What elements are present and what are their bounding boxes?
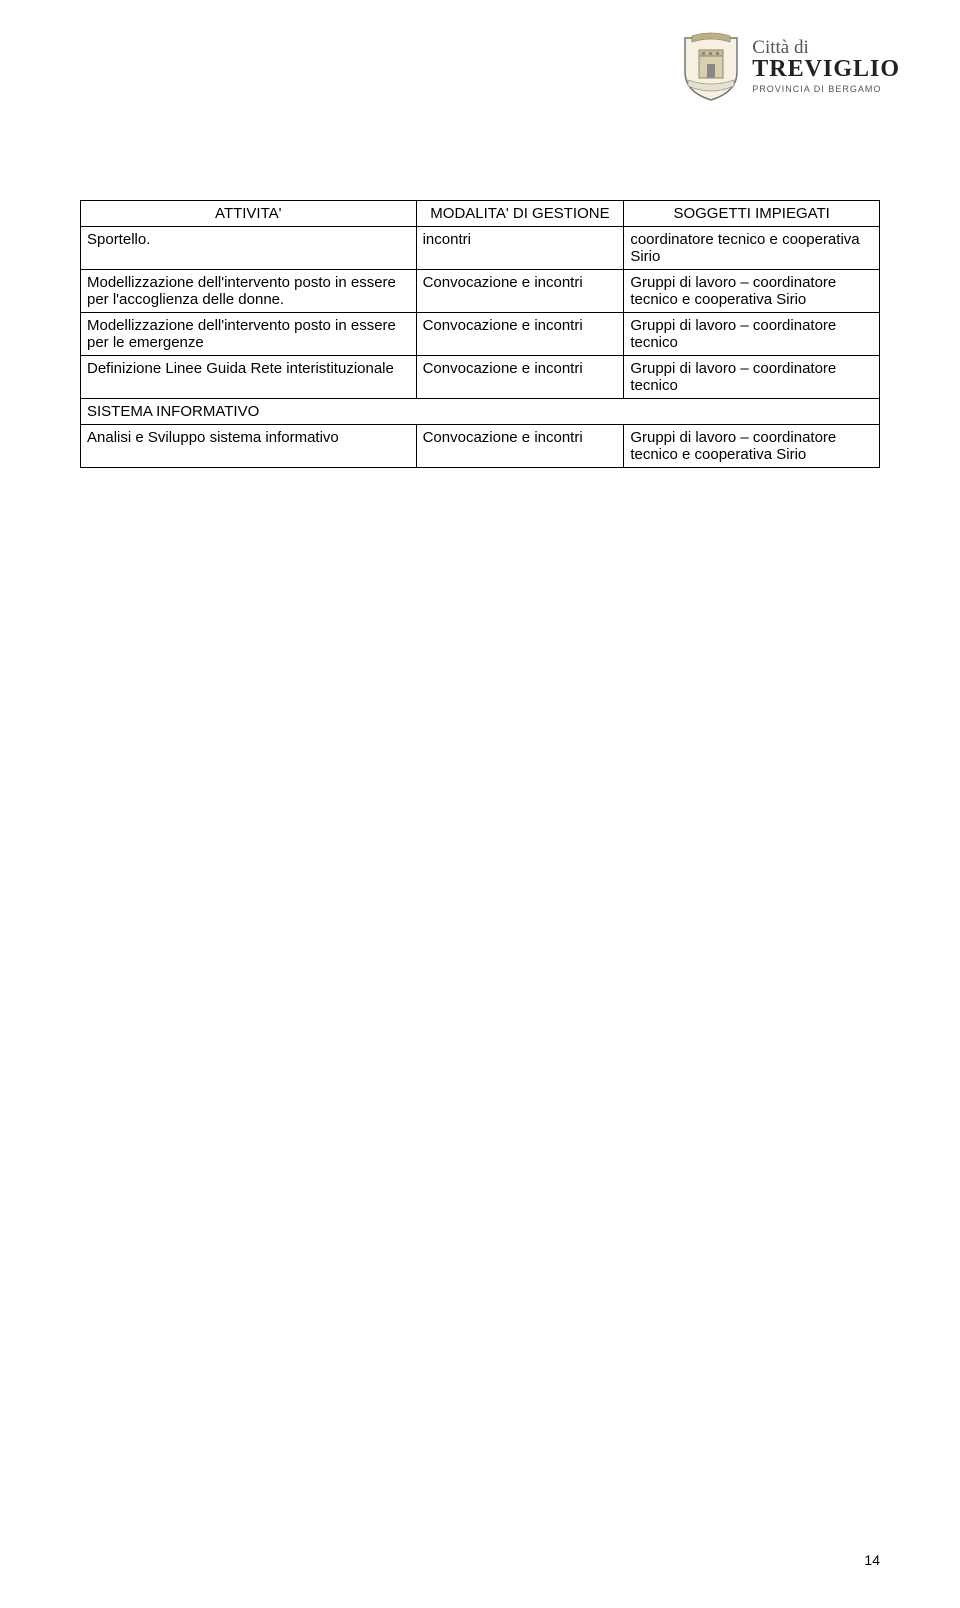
cell-mode: Convocazione e incontri: [416, 356, 624, 399]
cell-mode: Convocazione e incontri: [416, 313, 624, 356]
activities-table: ATTIVITA' MODALITA' DI GESTIONE SOGGETTI…: [80, 200, 880, 468]
section-label: SISTEMA INFORMATIVO: [81, 399, 880, 425]
cell-mode: Convocazione e incontri: [416, 425, 624, 468]
cell-mode: Convocazione e incontri: [416, 270, 624, 313]
table-row: Definizione Linee Guida Rete interistitu…: [81, 356, 880, 399]
table-header-row: ATTIVITA' MODALITA' DI GESTIONE SOGGETTI…: [81, 201, 880, 227]
province-label: PROVINCIA DI BERGAMO: [752, 85, 900, 94]
document-page: Città di TREVIGLIO PROVINCIA DI BERGAMO …: [0, 0, 960, 1608]
cell-mode: incontri: [416, 227, 624, 270]
cell-activity: Sportello.: [81, 227, 417, 270]
table-row: Sportello. incontri coordinatore tecnico…: [81, 227, 880, 270]
cell-activity: Analisi e Sviluppo sistema informativo: [81, 425, 417, 468]
header-mode: MODALITA' DI GESTIONE: [416, 201, 624, 227]
page-header: Città di TREVIGLIO PROVINCIA DI BERGAMO: [680, 30, 900, 102]
cell-subjects: coordinatore tecnico e cooperativa Sirio: [624, 227, 880, 270]
cell-subjects: Gruppi di lavoro – coordinatore tecnico …: [624, 270, 880, 313]
cell-activity: Modellizzazione dell'intervento posto in…: [81, 270, 417, 313]
header-text-block: Città di TREVIGLIO PROVINCIA DI BERGAMO: [752, 38, 900, 94]
table-row: Modellizzazione dell'intervento posto in…: [81, 270, 880, 313]
section-header-row: SISTEMA INFORMATIVO: [81, 399, 880, 425]
content-area: ATTIVITA' MODALITA' DI GESTIONE SOGGETTI…: [80, 200, 880, 468]
cell-subjects: Gruppi di lavoro – coordinatore tecnico: [624, 356, 880, 399]
cell-subjects: Gruppi di lavoro – coordinatore tecnico …: [624, 425, 880, 468]
table-row: Modellizzazione dell'intervento posto in…: [81, 313, 880, 356]
city-crest-icon: [680, 30, 742, 102]
cell-activity: Definizione Linee Guida Rete interistitu…: [81, 356, 417, 399]
table-row: Analisi e Sviluppo sistema informativo C…: [81, 425, 880, 468]
page-number: 14: [864, 1552, 880, 1568]
cell-activity: Modellizzazione dell'intervento posto in…: [81, 313, 417, 356]
cell-subjects: Gruppi di lavoro – coordinatore tecnico: [624, 313, 880, 356]
header-activity: ATTIVITA': [81, 201, 417, 227]
city-prefix: Città di: [752, 38, 900, 57]
header-subjects: SOGGETTI IMPIEGATI: [624, 201, 880, 227]
city-name: TREVIGLIO: [752, 57, 900, 81]
